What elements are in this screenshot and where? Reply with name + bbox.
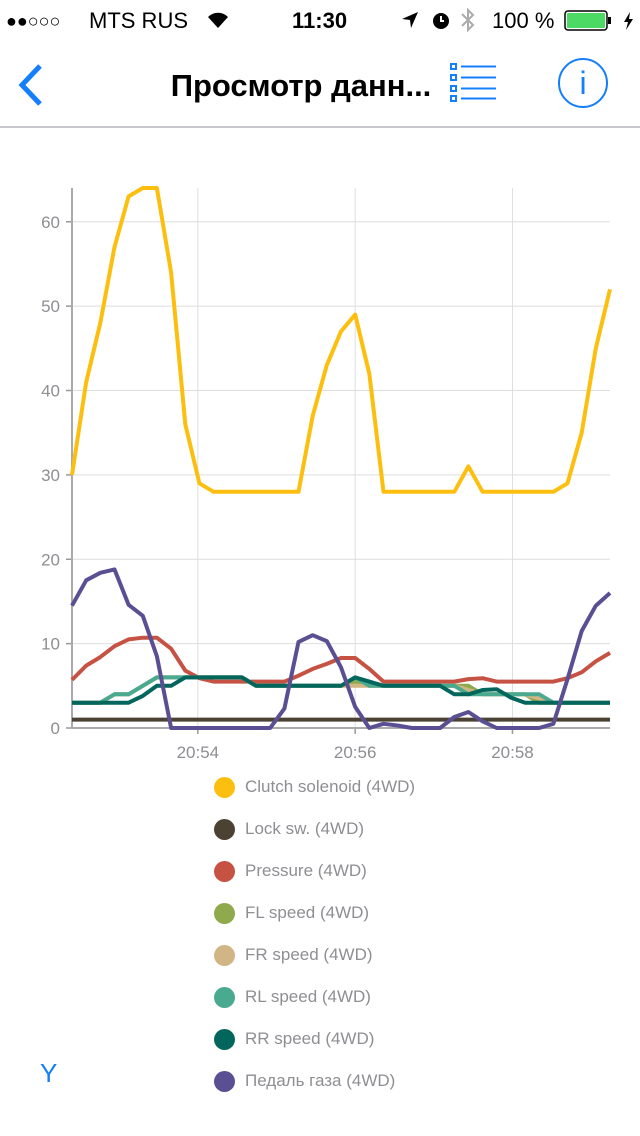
alarm-icon (430, 9, 452, 37)
legend-color-dot (214, 944, 235, 966)
legend-label: FL speed (4WD) (245, 903, 370, 922)
legend-color-dot (214, 1028, 235, 1050)
legend-color-dot (214, 818, 235, 840)
list-icon (450, 63, 496, 102)
signal-strength: ●●○○○ (6, 11, 61, 31)
legend-item[interactable]: FL speed (4WD) (214, 892, 415, 934)
legend-label: Lock sw. (4WD) (245, 819, 365, 838)
legend-item[interactable]: Педаль газа (4WD) (214, 1060, 415, 1102)
legend-label: Pressure (4WD) (245, 861, 367, 880)
legend-item[interactable]: RL speed (4WD) (214, 976, 415, 1018)
legend-item[interactable]: Pressure (4WD) (214, 850, 415, 892)
location-icon (400, 10, 420, 36)
y-tick-label: 20 (41, 550, 60, 569)
x-tick-label: 20:54 (177, 743, 220, 762)
legend-label: RR speed (4WD) (245, 1029, 375, 1048)
wifi-icon (206, 9, 230, 35)
legend-label: Clutch solenoid (4WD) (245, 777, 416, 796)
y-tick-label: 40 (41, 382, 60, 401)
legend-color-dot (214, 1070, 235, 1092)
series-line-3 (70, 635, 612, 684)
legend-color-dot (214, 902, 235, 924)
x-tick-label: 20:56 (334, 743, 377, 762)
legend-item[interactable]: Clutch solenoid (4WD) (214, 766, 415, 808)
page-title: Просмотр данн... (170, 68, 432, 103)
y-tick-label: 50 (41, 297, 60, 316)
legend-color-dot (214, 986, 235, 1008)
carrier: MTS RUS (89, 8, 188, 33)
legend-color-dot (214, 776, 235, 798)
navigation-bar: Просмотр данн... i (0, 40, 640, 128)
back-button[interactable] (14, 62, 48, 108)
legend-item[interactable]: Lock sw. (4WD) (214, 808, 415, 850)
y-tick-label: 10 (41, 635, 60, 654)
list-button[interactable] (446, 62, 498, 102)
battery-percent: 100 % (492, 8, 555, 33)
y-axis-button[interactable]: Y (40, 1058, 58, 1088)
bluetooth-icon (460, 7, 476, 39)
y-tick-label: 0 (51, 719, 60, 738)
legend-color-dot (214, 860, 235, 882)
clock: 11:30 (292, 8, 348, 33)
line-chart: 0 10 20 30 40 50 60 20:54 20:56 20:58 (41, 186, 612, 762)
legend-item[interactable]: RR speed (4WD) (214, 1018, 415, 1060)
chevron-left-icon (18, 64, 42, 106)
series-line-8 (70, 567, 612, 730)
battery-icon (564, 10, 636, 38)
status-bar: ●●○○○ MTS RUS 11:30 100 % (0, 0, 640, 40)
info-button[interactable]: i (558, 58, 608, 108)
legend-label: FR speed (4WD) (245, 945, 373, 964)
chart-legend: Clutch solenoid (4WD) Lock sw. (4WD) Pre… (214, 766, 415, 1102)
series-line-1 (70, 186, 612, 494)
x-tick-label: 20:58 (491, 743, 534, 762)
legend-label: RL speed (4WD) (245, 987, 371, 1006)
legend-item[interactable]: FR speed (4WD) (214, 934, 415, 976)
y-tick-label: 30 (41, 466, 60, 485)
y-tick-label: 60 (41, 213, 60, 232)
legend-label: Педаль газа (4WD) (245, 1071, 396, 1090)
